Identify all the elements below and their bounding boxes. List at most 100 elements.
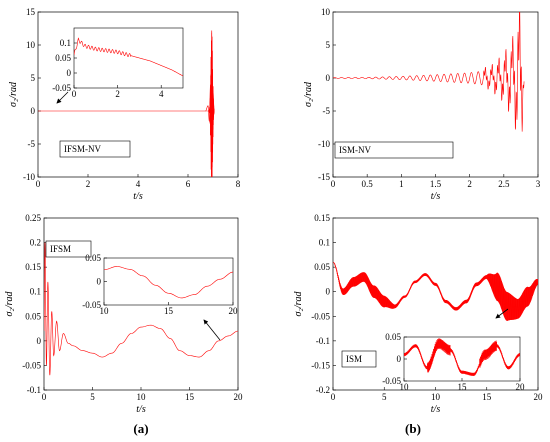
x-tick-label: 4 — [136, 179, 141, 189]
series-line — [333, 261, 538, 321]
method-label-text: ISM-NV — [339, 145, 372, 155]
x-tick-label: 4 — [159, 89, 164, 99]
inset-series-layer — [404, 338, 520, 376]
chart-ifsm-nv: 0 2 4 6 8 -10 -5 0 5 10 15 t/s σ₂/rad IFSM-NV 0 2 4 -0.05… — [8, 7, 241, 202]
x-tick-label: 8 — [236, 179, 241, 189]
x-tick-label: 6 — [186, 179, 191, 189]
chart-ifsm: 0 5 10 15 20 -0.1 -0.05 0 0.05 0.1 0.15 0.2 0.25 t/s σ… — [4, 213, 243, 415]
y-tick-label: -5 — [323, 106, 331, 116]
x-axis-label: t/s — [431, 404, 441, 415]
x-tick-label: 0 — [42, 392, 47, 402]
y-tick-label: 0.1 — [30, 287, 41, 297]
inset-arrow — [56, 91, 69, 104]
y-tick-label: 0.05 — [55, 53, 71, 63]
y-tick-label: -0.15 — [311, 360, 330, 370]
inset-arrow — [203, 319, 221, 341]
x-tick-label: 15 — [458, 382, 468, 392]
y-tick-label: 0 — [326, 73, 331, 83]
y-tick-label: 0.05 — [25, 311, 41, 321]
y-tick-label: 0 — [67, 68, 72, 78]
y-tick-label: 0.05 — [85, 253, 101, 263]
method-label-box — [59, 140, 131, 158]
y-tick-label: -0.05 — [52, 83, 71, 93]
x-tick-label: 3 — [536, 179, 541, 189]
x-tick-label: 15 — [164, 306, 174, 316]
chart-ism: 0 5 10 15 20 -0.2 -0.15 -0.1 -0.05 0 0.05 0.1 0.15 t/… — [293, 213, 543, 415]
x-tick-label: 0 — [331, 179, 336, 189]
inset-chart: 10 15 20 -0.05 0 0.05 — [382, 332, 525, 392]
y-tick-label: -10 — [318, 139, 330, 149]
y-axis-label: σ₂/rad — [8, 81, 19, 107]
series-layer — [44, 242, 238, 376]
method-label-box — [45, 240, 92, 258]
y-tick-label: 0 — [326, 287, 331, 297]
y-tick-label: 5 — [326, 40, 331, 50]
x-axis-label: t/s — [133, 191, 143, 202]
method-label: ISM — [341, 350, 377, 368]
inset-series-line — [104, 266, 233, 299]
x-tick-label: 2.5 — [498, 179, 510, 189]
x-tick-label: 20 — [534, 392, 544, 402]
y-tick-label: 0.15 — [25, 262, 41, 272]
y-tick-label: 0.15 — [314, 213, 330, 223]
x-tick-label: 2 — [467, 179, 472, 189]
y-tick-label: 0 — [31, 106, 36, 116]
inset-series-line — [404, 338, 520, 376]
x-tick-label: 15 — [185, 392, 195, 402]
y-tick-label: 10 — [26, 40, 36, 50]
series-line — [333, 12, 525, 132]
x-tick-label: 20 — [516, 382, 526, 392]
method-label: ISM-NV — [334, 141, 454, 159]
y-tick-label: 0.05 — [385, 332, 401, 342]
inset-series-line — [74, 37, 183, 77]
y-tick-label: 0.1 — [319, 238, 330, 248]
x-axis-label: t/s — [136, 404, 146, 415]
x-tick-label: 5 — [90, 392, 95, 402]
series-layer — [333, 261, 538, 321]
x-tick-label: 10 — [100, 306, 110, 316]
x-tick-label: 20 — [234, 392, 244, 402]
y-tick-label: 0 — [37, 336, 42, 346]
y-axis-label: σ₂/rad — [293, 290, 304, 316]
x-tick-label: 0 — [331, 392, 336, 402]
series-burst — [205, 32, 215, 177]
x-tick-label: 0 — [36, 179, 41, 189]
y-tick-label: -0.1 — [27, 385, 41, 395]
x-tick-label: 0 — [72, 89, 77, 99]
x-tick-label: 5 — [382, 392, 387, 402]
series-layer — [38, 30, 215, 177]
method-label: IFSM — [45, 240, 92, 258]
series-layer — [333, 12, 525, 132]
y-tick-label: -0.05 — [82, 300, 101, 310]
x-tick-label: 0.5 — [362, 179, 374, 189]
x-tick-label: 1.5 — [430, 179, 442, 189]
inset-bg — [104, 258, 233, 305]
x-tick-label: 2 — [115, 89, 120, 99]
inset-series-layer — [74, 37, 183, 77]
method-label-box — [334, 141, 454, 159]
y-tick-label: 0 — [397, 354, 402, 364]
x-tick-label: 2 — [86, 179, 91, 189]
y-tick-label: -0.05 — [311, 311, 330, 321]
series-line — [44, 242, 238, 376]
x-tick-label: 10 — [431, 392, 441, 402]
y-tick-label: -5 — [28, 139, 36, 149]
x-tick-label: 15 — [482, 392, 492, 402]
method-label-text: ISM — [346, 354, 362, 364]
y-axis-label: σ₂/rad — [4, 290, 15, 316]
x-tick-label: 10 — [400, 382, 410, 392]
chart-ism-nv: 0 0.5 1 1.5 2 2.5 3 -15 -10 -5 0 5 10 t/s σ₂/rad ISM-NV — [303, 7, 541, 202]
method-label-text: IFSM — [50, 244, 71, 254]
x-tick-label: 10 — [137, 392, 147, 402]
inset-bg — [74, 28, 183, 88]
y-tick-label: -0.05 — [382, 376, 401, 386]
y-tick-label: -10 — [23, 172, 35, 182]
y-tick-label: -0.1 — [316, 336, 330, 346]
y-axis-label: σ₂/rad — [303, 81, 314, 107]
inset-bg — [404, 337, 520, 381]
y-tick-label: 0.2 — [30, 238, 41, 248]
panel-label-b: (b) — [405, 421, 421, 436]
method-label-box — [341, 350, 377, 368]
